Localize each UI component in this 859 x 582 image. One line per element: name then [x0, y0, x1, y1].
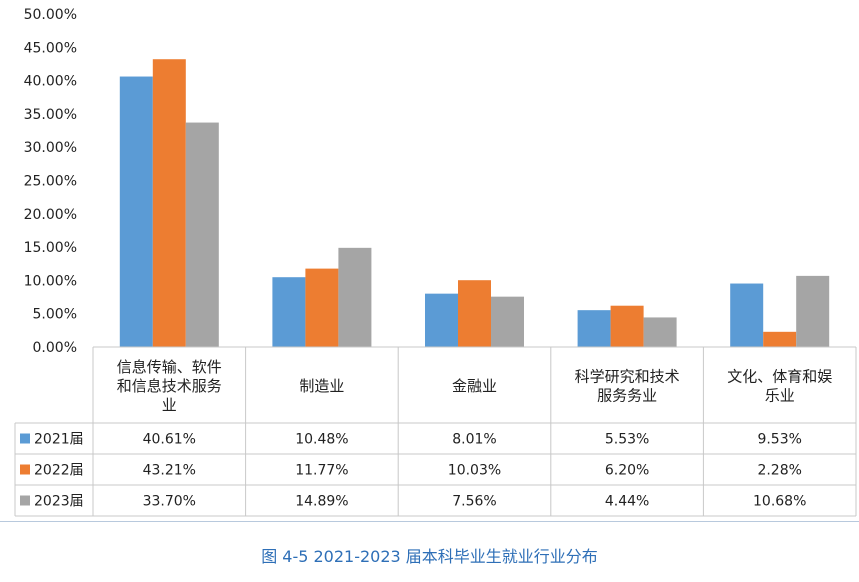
caption-divider [0, 521, 859, 522]
data-label: 9.53% [757, 432, 801, 448]
category-label: 金融业 [452, 377, 497, 395]
y-tick-label: 25.00% [24, 174, 77, 190]
data-label: 8.01% [452, 432, 496, 448]
data-label: 43.21% [143, 463, 196, 479]
data-label: 10.68% [753, 494, 806, 510]
bar-2021届-2 [425, 293, 458, 347]
y-tick-label: 5.00% [33, 307, 77, 323]
bar-2021届-1 [272, 277, 306, 347]
bar-2022届-0 [152, 59, 186, 347]
category-label: 制造业 [299, 377, 344, 395]
data-label: 6.20% [605, 463, 649, 479]
y-tick-label: 20.00% [24, 207, 77, 223]
bar-2021届-3 [577, 310, 611, 347]
data-label: 4.44% [605, 494, 649, 510]
legend-key-2021届 [20, 433, 30, 444]
bar-2022届-3 [610, 305, 644, 347]
data-label: 11.77% [295, 463, 348, 479]
category-label: 和信息技术服务 [117, 377, 222, 395]
data-label: 7.56% [452, 494, 496, 510]
y-tick-label: 35.00% [24, 107, 77, 123]
category-label: 服务务业 [597, 387, 657, 405]
y-tick-label: 10.00% [24, 273, 77, 289]
legend-label: 2021届 [34, 432, 84, 448]
bar-2023届-1 [338, 247, 372, 347]
data-label: 5.53% [605, 432, 649, 448]
bar-2022届-2 [458, 280, 491, 347]
data-label: 10.48% [295, 432, 348, 448]
category-label: 科学研究和技术 [575, 368, 680, 386]
y-tick-label: 40.00% [24, 74, 77, 90]
y-tick-label: 50.00% [24, 7, 77, 23]
legend-key-2022届 [20, 464, 30, 475]
y-tick-label: 30.00% [24, 140, 77, 156]
bar-2023届-2 [491, 296, 524, 347]
bar-2021届-0 [119, 76, 153, 347]
legend-label: 2022届 [34, 463, 84, 479]
y-tick-label: 45.00% [24, 40, 77, 56]
bar-2022届-4 [763, 331, 797, 347]
legend-key-2023届 [20, 495, 30, 506]
figure-caption: 图 4-5 2021-2023 届本科毕业生就业行业分布 [261, 547, 598, 566]
bar-2023届-0 [185, 122, 219, 347]
chart: 0.00% 5.00% 10.00% 15.00% 20.00% 25.00% 30.00%… [14, 7, 857, 517]
category-label: 文化、体育和娱 [727, 368, 832, 386]
data-label: 14.89% [295, 494, 348, 510]
legend-label: 2023届 [34, 494, 84, 510]
category-label: 业 [162, 396, 177, 414]
y-tick-label: 0.00% [33, 340, 77, 356]
bar-2023届-4 [796, 275, 830, 347]
y-tick-label: 15.00% [24, 240, 77, 256]
bar-2023届-3 [643, 317, 677, 347]
category-label: 信息传输、软件 [117, 358, 222, 376]
bar-2022届-1 [305, 268, 339, 347]
data-label: 10.03% [448, 463, 501, 479]
category-label: 乐业 [765, 387, 795, 405]
data-label: 40.61% [143, 432, 196, 448]
bar-2021届-4 [730, 283, 764, 347]
data-label: 2.28% [757, 463, 801, 479]
data-label: 33.70% [143, 494, 196, 510]
